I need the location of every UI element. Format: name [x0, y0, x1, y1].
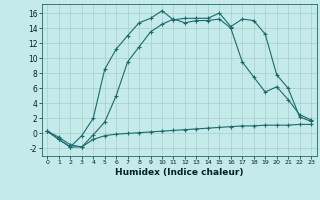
X-axis label: Humidex (Indice chaleur): Humidex (Indice chaleur)	[115, 168, 244, 177]
